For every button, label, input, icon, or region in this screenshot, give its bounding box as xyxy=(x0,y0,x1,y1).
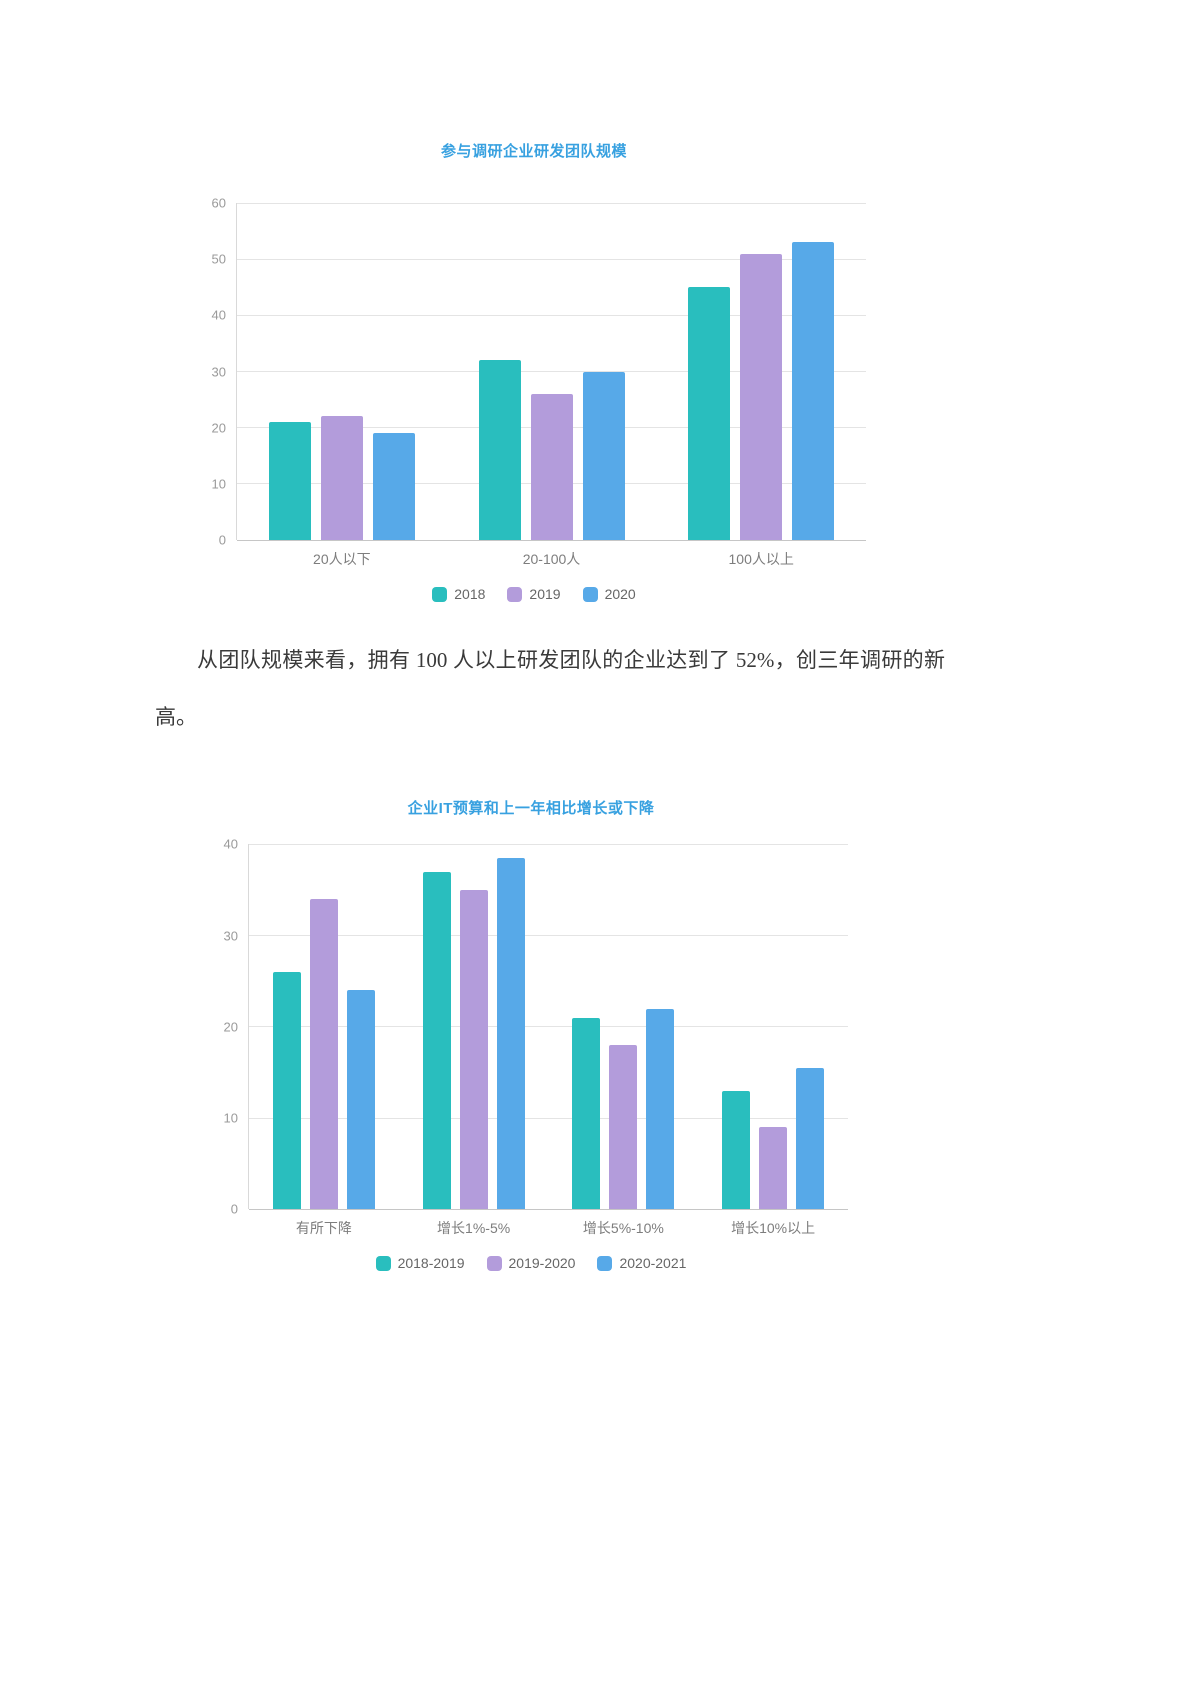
bar-groups: 20人以下 20-100人 100人以上 xyxy=(237,203,866,567)
y-axis-tick-label: 40 xyxy=(223,836,238,852)
chart-it-budget: 企业IT预算和上一年相比增长或下降 0 10 20 30 40 有所下降 增长1%-5% 增… xyxy=(214,797,848,1271)
chart-team-size: 参与调研企业研发团队规模 0 10 20 30 40 50 60 20人以下 20-100人 1… xyxy=(202,140,866,602)
gridline xyxy=(249,1026,848,1028)
category-group: 有所下降 xyxy=(249,844,399,1236)
y-axis-tick-label: 10 xyxy=(211,476,226,492)
y-axis-tick-label: 20 xyxy=(211,420,226,436)
y-axis: 0 10 20 30 40 50 60 xyxy=(202,197,236,547)
legend-swatch-icon xyxy=(597,1255,613,1271)
y-axis-tick-label: 0 xyxy=(218,532,226,548)
bar-2019 xyxy=(320,416,363,540)
legend-label: 2018-2019 xyxy=(397,1255,465,1272)
y-axis-tick-label: 0 xyxy=(230,1201,238,1217)
gridline xyxy=(249,935,848,937)
legend-swatch-icon xyxy=(582,586,598,602)
y-axis-tick-label: 50 xyxy=(211,251,226,267)
x-axis-category-label: 100人以上 xyxy=(728,551,794,567)
chart-title-team-size: 参与调研企业研发团队规模 xyxy=(440,143,627,160)
paragraph-team-size-summary: 从团队规模来看，拥有 100 人以上研发团队的企业达到了 52%，创三年调研的新… xyxy=(155,648,945,729)
x-axis-category-label: 增长1%-5% xyxy=(437,1220,511,1237)
legend-label: 2020 xyxy=(604,586,636,602)
category-group: 20-100人 xyxy=(447,203,657,567)
legend-item: 2019 xyxy=(507,586,561,602)
bar-2018-2019 xyxy=(722,1090,751,1210)
gridline xyxy=(237,202,866,204)
x-axis-category-label: 增长5%-10% xyxy=(582,1220,664,1237)
bar-2019-2020 xyxy=(309,899,338,1210)
bar-2020-2021 xyxy=(346,990,375,1210)
legend-item: 2019-2020 xyxy=(486,1255,576,1272)
y-axis-tick-label: 30 xyxy=(211,364,226,379)
category-group: 增长10%以上 xyxy=(698,844,848,1236)
bar-2018 xyxy=(478,360,521,540)
bar-2018-2019 xyxy=(422,871,451,1210)
category-group: 100人以上 xyxy=(656,203,866,567)
gridline xyxy=(249,1117,848,1119)
chart-plot-wrapper: 0 10 20 30 40 50 60 20人以下 20-100人 100人以上 xyxy=(202,197,866,567)
bar-2019-2020 xyxy=(459,890,488,1210)
bar-2018-2019 xyxy=(272,972,301,1210)
bar-2019 xyxy=(740,253,783,540)
bar-2018 xyxy=(268,422,311,540)
y-axis-tick-label: 30 xyxy=(223,928,238,944)
category-group: 增长1%-5% xyxy=(399,844,549,1236)
x-axis-category-label: 20人以下 xyxy=(313,551,371,567)
category-group: 20人以下 xyxy=(237,203,447,567)
legend-swatch-icon xyxy=(432,586,448,602)
legend-item: 2020 xyxy=(582,586,636,602)
gridline xyxy=(237,539,866,541)
legend-label: 2019 xyxy=(529,586,561,602)
chart-legend: 2018 2019 2020 xyxy=(202,586,866,602)
x-axis-category-label: 20-100人 xyxy=(522,551,581,567)
y-axis-tick-label: 40 xyxy=(211,307,226,323)
x-axis-category-label: 增长10%以上 xyxy=(731,1220,816,1237)
bar-2019-2020 xyxy=(759,1127,788,1210)
legend-item: 2018-2019 xyxy=(375,1255,465,1272)
gridline xyxy=(249,843,848,845)
legend-item: 2018 xyxy=(432,586,485,602)
y-axis-tick-label: 20 xyxy=(223,1019,238,1035)
bar-groups: 有所下降 增长1%-5% 增长5%-10% 增长10%以上 xyxy=(249,844,848,1236)
y-axis: 0 10 20 30 40 xyxy=(214,838,248,1216)
legend-swatch-icon xyxy=(375,1255,391,1271)
y-axis-tick-label: 10 xyxy=(223,1110,238,1126)
bar-2018-2019 xyxy=(572,1017,601,1210)
chart-legend: 2018-2019 2019-2020 2020-2021 xyxy=(214,1255,848,1271)
gridline xyxy=(237,258,866,260)
gridline xyxy=(237,371,866,372)
legend-swatch-icon xyxy=(486,1255,502,1271)
bar-2020 xyxy=(372,433,415,540)
y-axis-tick-label: 60 xyxy=(211,195,226,211)
bar-2020-2021 xyxy=(796,1067,825,1210)
bar-2020-2021 xyxy=(496,858,525,1210)
bar-2018 xyxy=(688,287,731,540)
legend-label: 2018 xyxy=(454,586,486,602)
category-group: 增长5%-10% xyxy=(549,844,699,1236)
legend-label: 2019-2020 xyxy=(508,1255,576,1272)
chart-title-it-budget: 企业IT预算和上一年相比增长或下降 xyxy=(407,800,655,818)
gridline xyxy=(249,1208,848,1210)
bar-2020 xyxy=(582,371,625,540)
legend-swatch-icon xyxy=(507,586,523,602)
bar-2020 xyxy=(792,242,835,540)
legend-label: 2020-2021 xyxy=(619,1255,687,1272)
chart-plot-wrapper: 0 10 20 30 40 有所下降 增长1%-5% 增长5%-10% 增长10%以上 xyxy=(214,838,848,1236)
legend-item: 2020-2021 xyxy=(597,1255,686,1271)
plot-area: 有所下降 增长1%-5% 增长5%-10% 增长10%以上 xyxy=(248,843,848,1236)
bar-2020-2021 xyxy=(646,1008,675,1210)
bar-2019-2020 xyxy=(609,1045,638,1210)
x-axis-category-label: 有所下降 xyxy=(295,1220,352,1237)
gridline xyxy=(237,314,866,316)
bar-2019 xyxy=(530,393,573,540)
plot-area: 20人以下 20-100人 100人以上 xyxy=(236,202,866,567)
